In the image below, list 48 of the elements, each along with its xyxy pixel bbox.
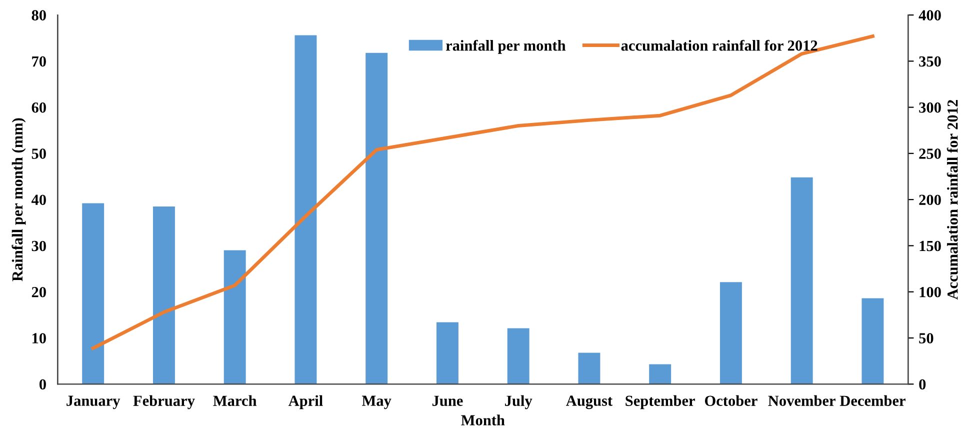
x-tick-label: March <box>213 395 257 406</box>
y2-tick-label: 300 <box>919 102 941 113</box>
y2-tick-label: 250 <box>919 148 941 159</box>
bar <box>862 298 884 384</box>
bar <box>366 52 388 384</box>
x-tick-label: December <box>840 395 906 406</box>
y2-tick-label: 50 <box>919 333 934 344</box>
y-tick-label: 20 <box>32 286 46 298</box>
y2-axis-title: Accumalation rainfall for 2012 <box>946 100 958 300</box>
y-axis-title: Rainfall per month (mm) <box>12 118 26 282</box>
y-tick-label: 80 <box>32 10 46 20</box>
x-tick-label: November <box>768 395 836 406</box>
bar <box>649 364 672 384</box>
x-tick-label: July <box>505 395 532 410</box>
x-tick-label: June <box>432 396 463 406</box>
bar <box>720 282 742 384</box>
bar <box>578 352 600 384</box>
y-tick-label: 30 <box>32 240 46 252</box>
y-tick-label: 70 <box>32 56 46 67</box>
bar <box>82 203 104 384</box>
x-tick-label: February <box>133 395 195 410</box>
bar <box>224 250 246 384</box>
x-tick-label: October <box>704 395 758 406</box>
legend-label: rainfall per month <box>446 40 566 54</box>
y2-tick-label: 400 <box>918 10 941 20</box>
y2-tick-label: 350 <box>919 56 941 67</box>
bar <box>152 206 175 384</box>
line-series <box>91 34 874 350</box>
x-tick-label: August <box>566 396 612 410</box>
y2-tick-label: 0 <box>919 379 926 390</box>
bar <box>436 322 458 384</box>
x-axis-title: Month <box>461 414 505 426</box>
bar <box>507 328 530 384</box>
bar <box>294 35 317 384</box>
bar <box>790 177 813 384</box>
x-tick-label: May <box>362 396 392 410</box>
legend-label: accumalation rainfall for 2012 <box>621 40 818 51</box>
y-tick-label: 10 <box>32 333 46 344</box>
x-tick-label: September <box>626 395 695 410</box>
x-tick-label: April <box>288 395 323 410</box>
y-tick-label: 60 <box>32 102 46 113</box>
y-tick-label: 50 <box>32 148 46 159</box>
y2-tick-label: 200 <box>919 194 941 206</box>
y2-tick-label: 100 <box>920 286 941 298</box>
y-tick-label: 40 <box>31 194 46 206</box>
y2-tick-label: 150 <box>920 240 941 252</box>
y-tick-label: 0 <box>39 379 46 390</box>
x-tick-label: January <box>66 396 120 410</box>
